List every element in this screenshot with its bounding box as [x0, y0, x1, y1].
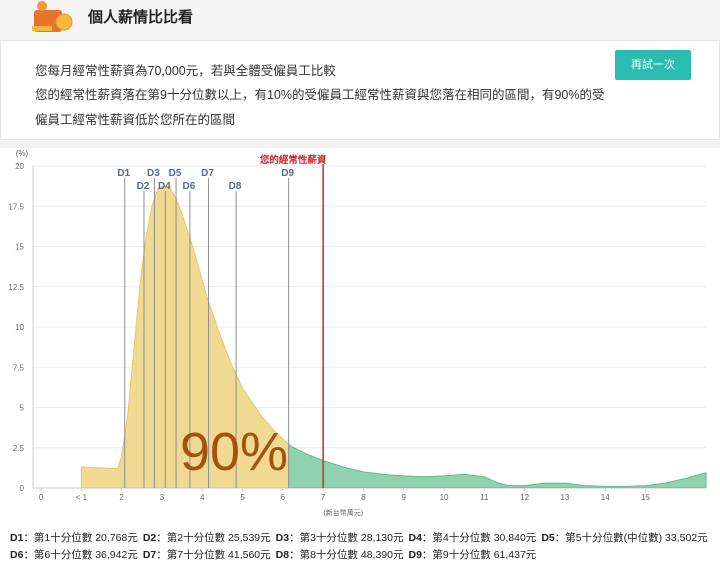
summary-line: 僱員工經常性薪資低於您所在的區間: [35, 113, 236, 127]
area-below: [80, 184, 289, 488]
summary-panel: 您每月經常性薪資為70,000元，若與全體受僱員工比較 您的經常性薪資落在第9十…: [0, 40, 720, 140]
legend-text: ：第1十分位數: [23, 532, 93, 544]
area-above: [288, 443, 707, 488]
chart: (%) 0 2.5 5 7.5 10 12.5 15 17.5 20 0 < 1 2 3 4 5 6 7 8 9 10 1…: [8, 149, 707, 517]
legend-text: ：第5十分位數(中位數): [554, 532, 663, 544]
decile-label: D5: [169, 168, 182, 179]
legend-key: D7: [142, 549, 157, 561]
legend-row: D6：第6十分位數 36,942元 D7：第7十分位數 41,560元 D8：第8十…: [10, 547, 715, 564]
legend-key: D2: [142, 532, 157, 544]
legend-item: D5：第5十分位數(中位數) 33,502元: [541, 532, 707, 544]
legend-value: 28,130元: [360, 532, 404, 544]
decile-label: D7: [201, 168, 214, 179]
x-tick-label: 3: [160, 493, 165, 502]
legend-key: D1: [10, 532, 24, 544]
y-tick-label: 2.5: [13, 444, 25, 453]
x-tick-label: 4: [200, 493, 205, 502]
decile-label: D8: [229, 181, 242, 192]
decile-label: D3: [147, 168, 160, 179]
summary-line: 您每月經常性薪資為70,000元，若與全體受僱員工比較: [35, 64, 336, 78]
legend-text: ：第6十分位數: [23, 549, 93, 561]
legend-item: D7：第7十分位數 41,560元: [143, 549, 271, 561]
legend-key: D4: [408, 532, 422, 544]
decile-label: D2: [137, 181, 150, 192]
legend-text: ：第2十分位數: [156, 532, 226, 544]
legend-value: 20,768元: [95, 532, 138, 544]
header: 個人薪情比比看: [0, 0, 720, 40]
y-tick-label: 10: [15, 323, 24, 332]
legend-key: D9: [408, 549, 422, 561]
y-tick-label: 17.5: [8, 202, 24, 211]
legend-item: D1：第1十分位數 20,768元: [10, 532, 138, 544]
chart-area: (%) 0 2.5 5 7.5 10 12.5 15 17.5 20 0 < 1 2 3 4 5 6 7 8 9 10 1…: [0, 148, 720, 565]
legend-text: ：第9十分位數: [421, 549, 491, 561]
legend-value: 33,502元: [665, 532, 708, 544]
x-axis-label: (新台幣萬元): [323, 508, 363, 517]
retry-button[interactable]: 再試一次: [615, 50, 691, 80]
legend-value: 36,942元: [95, 549, 138, 561]
legend-value: 25,539元: [228, 532, 271, 544]
legend-item: D8：第8十分位數 48,390元: [276, 549, 404, 561]
x-tick-label: 2: [119, 493, 124, 502]
legend-value: 61,437元: [493, 549, 537, 561]
y-tick-label: 5: [20, 404, 25, 413]
legend-key: D3: [275, 532, 290, 544]
x-tick-label: 8: [361, 493, 366, 502]
y-tick-label: 15: [15, 243, 24, 252]
x-tick-label: 15: [641, 493, 650, 502]
y-tick-label: 20: [15, 162, 24, 171]
legend-text: ：第4十分位數: [421, 532, 491, 544]
summary-line: 您的經常性薪資落在第9十分位數以上，有10%的受僱員工經常性薪資與您落在相同的區…: [35, 88, 605, 102]
decile-label: D1: [117, 168, 130, 179]
x-tick-label: 9: [402, 493, 407, 502]
title: 個人薪情比比看: [88, 9, 194, 26]
decile-label: D6: [183, 181, 196, 192]
legend-item: D9：第9十分位數 61,437元: [408, 549, 536, 561]
legend-item: D4：第4十分位數 30,840元: [408, 532, 536, 544]
y-unit-label: (%): [16, 149, 29, 158]
x-tick-label: 5: [240, 493, 245, 502]
legend-text: ：第3十分位數: [289, 532, 358, 544]
legend-value: 30,840元: [493, 532, 537, 544]
x-tick-label: 11: [480, 493, 489, 502]
annotation: 90%: [180, 422, 288, 482]
legend-item: D6：第6十分位數 36,942元: [10, 549, 138, 561]
icon: [32, 1, 73, 32]
x-tick-label: 6: [281, 493, 286, 502]
salary-label: 您的經常性薪資: [260, 154, 327, 166]
x-tick-label: 0: [39, 493, 44, 502]
legend-value: 41,560元: [228, 549, 271, 561]
x-tick-label: 13: [560, 493, 569, 502]
legend-text: ：第8十分位數: [289, 549, 358, 561]
x-tick-label: 12: [520, 493, 529, 502]
legend-item: D2：第2十分位數 25,539元: [143, 532, 271, 544]
x-tick-label: 10: [440, 493, 449, 502]
y-tick-label: 12.5: [8, 283, 24, 292]
x-tick-label: 7: [321, 493, 326, 502]
y-tick-label: 7.5: [13, 363, 25, 372]
legend-value: 48,390元: [360, 549, 404, 561]
x-tick-label: < 1: [76, 493, 88, 502]
legend-key: D5: [541, 532, 555, 544]
legend-row: D1：第1十分位數 20,768元 D2：第2十分位數 25,539元 D3：第3十…: [10, 530, 715, 547]
decile-label: D4: [158, 181, 171, 192]
decile-label: D9: [281, 168, 294, 179]
legend-text: ：第7十分位數: [156, 549, 226, 561]
y-tick-label: 0: [20, 484, 25, 493]
legend-key: D8: [275, 549, 290, 561]
x-tick-label: 14: [601, 493, 610, 502]
decile-legend: D1：第1十分位數 20,768元 D2：第2十分位數 25,539元 D3：第3十…: [10, 530, 715, 564]
legend-key: D6: [10, 549, 24, 561]
legend-item: D3：第3十分位數 28,130元: [276, 532, 404, 544]
